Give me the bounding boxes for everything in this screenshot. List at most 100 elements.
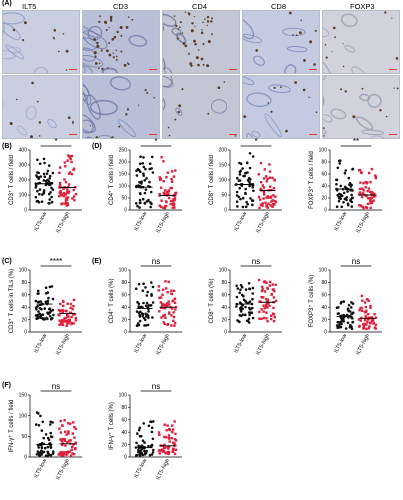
data-point-high xyxy=(268,163,271,166)
data-point-high xyxy=(369,306,372,309)
data-point-high xyxy=(265,281,268,284)
data-point-high xyxy=(258,310,261,314)
significance-label: * xyxy=(154,137,157,146)
data-point-high xyxy=(170,307,174,310)
y-tick-label: 40 xyxy=(321,184,327,190)
category-label: ILT5-high xyxy=(155,211,171,234)
ihc-label-ilt5: ILT5 xyxy=(22,2,37,11)
data-point-high xyxy=(173,438,177,441)
data-point-low xyxy=(43,175,47,178)
panel-letter-a: (A) xyxy=(2,0,12,7)
data-point-low xyxy=(248,152,252,155)
data-point-high xyxy=(67,321,70,324)
data-point-high xyxy=(57,313,60,316)
ihc-image-cd3-2 xyxy=(82,75,160,139)
data-point-high xyxy=(358,309,361,312)
y-tick-label: 20 xyxy=(321,317,327,323)
y-axis-label: FOXP3⁺ T cells / field xyxy=(308,151,315,209)
data-point-low xyxy=(143,449,146,453)
data-point-low xyxy=(151,451,155,454)
data-point-high xyxy=(358,191,362,194)
data-point-high xyxy=(268,170,272,173)
category-label: ILT5-high xyxy=(155,458,171,481)
scatter-svg: 0 20 40 60 80 100 IFN-γ⁺ T cells (%) ILT5-low IL… xyxy=(108,382,182,481)
data-point-high xyxy=(270,200,273,203)
scale-bar xyxy=(309,133,317,135)
data-point-low xyxy=(244,313,247,317)
data-point-high xyxy=(163,423,166,426)
data-point-low xyxy=(51,316,54,320)
data-point-low xyxy=(239,310,243,313)
data-point-low xyxy=(147,424,151,428)
data-point-low xyxy=(345,313,349,317)
y-tick-label: 40 xyxy=(121,305,127,311)
data-point-high xyxy=(61,424,64,427)
data-point-low xyxy=(46,445,50,449)
data-point-high xyxy=(362,325,366,328)
data-point-high xyxy=(262,280,266,284)
data-point-low xyxy=(351,320,355,324)
data-point-high xyxy=(163,446,167,449)
data-point-high xyxy=(166,445,169,449)
data-point-high xyxy=(362,322,366,326)
data-point-high xyxy=(73,436,76,439)
data-point-low xyxy=(142,316,146,320)
data-point-high xyxy=(262,197,265,200)
data-point-high xyxy=(361,187,364,190)
data-point-high xyxy=(360,294,364,298)
data-point-high xyxy=(170,314,173,317)
data-point-low xyxy=(49,444,52,448)
data-point-high xyxy=(58,323,61,326)
data-point-low xyxy=(46,299,50,303)
data-point-low xyxy=(247,311,251,314)
data-point-high xyxy=(367,327,371,330)
data-point-high xyxy=(65,204,68,207)
data-point-high xyxy=(66,202,69,205)
data-point-high xyxy=(367,318,370,321)
y-tick-label: 400 xyxy=(19,148,28,154)
category-label: ILT5-high xyxy=(255,211,271,234)
data-point-high xyxy=(370,196,373,199)
data-point-high xyxy=(266,299,269,302)
data-point-high xyxy=(174,193,177,196)
data-point-high xyxy=(269,196,273,199)
scatter-svg: 0 20 40 60 80 100 FOXP3⁺ T cells / field ILT5-l… xyxy=(308,137,382,234)
data-point-low xyxy=(50,285,54,288)
data-point-high xyxy=(168,440,171,443)
data-point-low xyxy=(251,297,254,301)
data-point-high xyxy=(170,199,173,203)
data-point-low xyxy=(351,196,354,200)
data-point-low xyxy=(235,194,239,197)
data-point-low xyxy=(47,192,51,196)
data-point-low xyxy=(236,176,239,180)
y-tick-label: 0 xyxy=(24,455,27,461)
scatter-plot-e1: 0 20 40 60 80 100 CD4⁺ T cells (%) ILT5-low ILT5… xyxy=(108,257,182,356)
data-point-high xyxy=(62,195,66,198)
data-point-low xyxy=(49,423,52,426)
data-point-low xyxy=(342,191,346,195)
data-point-low xyxy=(36,292,40,295)
data-point-high xyxy=(160,306,163,309)
data-point-high xyxy=(271,176,274,180)
data-point-low xyxy=(335,306,339,309)
data-point-low xyxy=(244,171,248,175)
data-point-high xyxy=(270,292,273,296)
data-point-low xyxy=(52,313,55,317)
data-point-low xyxy=(335,187,338,191)
data-point-high xyxy=(158,296,161,299)
data-point-high xyxy=(374,174,377,177)
data-point-high xyxy=(66,313,69,317)
data-point-low xyxy=(139,310,142,314)
data-point-low xyxy=(349,189,352,192)
data-point-low xyxy=(150,155,154,159)
data-point-low xyxy=(41,420,45,424)
data-point-low xyxy=(151,285,155,289)
data-point-low xyxy=(238,179,242,182)
data-point-low xyxy=(251,155,255,158)
data-point-low xyxy=(37,201,41,204)
data-point-high xyxy=(171,170,174,173)
data-point-high xyxy=(58,319,61,322)
y-tick-label: 20 xyxy=(321,196,327,202)
data-point-low xyxy=(138,319,142,323)
data-point-high xyxy=(60,439,63,443)
